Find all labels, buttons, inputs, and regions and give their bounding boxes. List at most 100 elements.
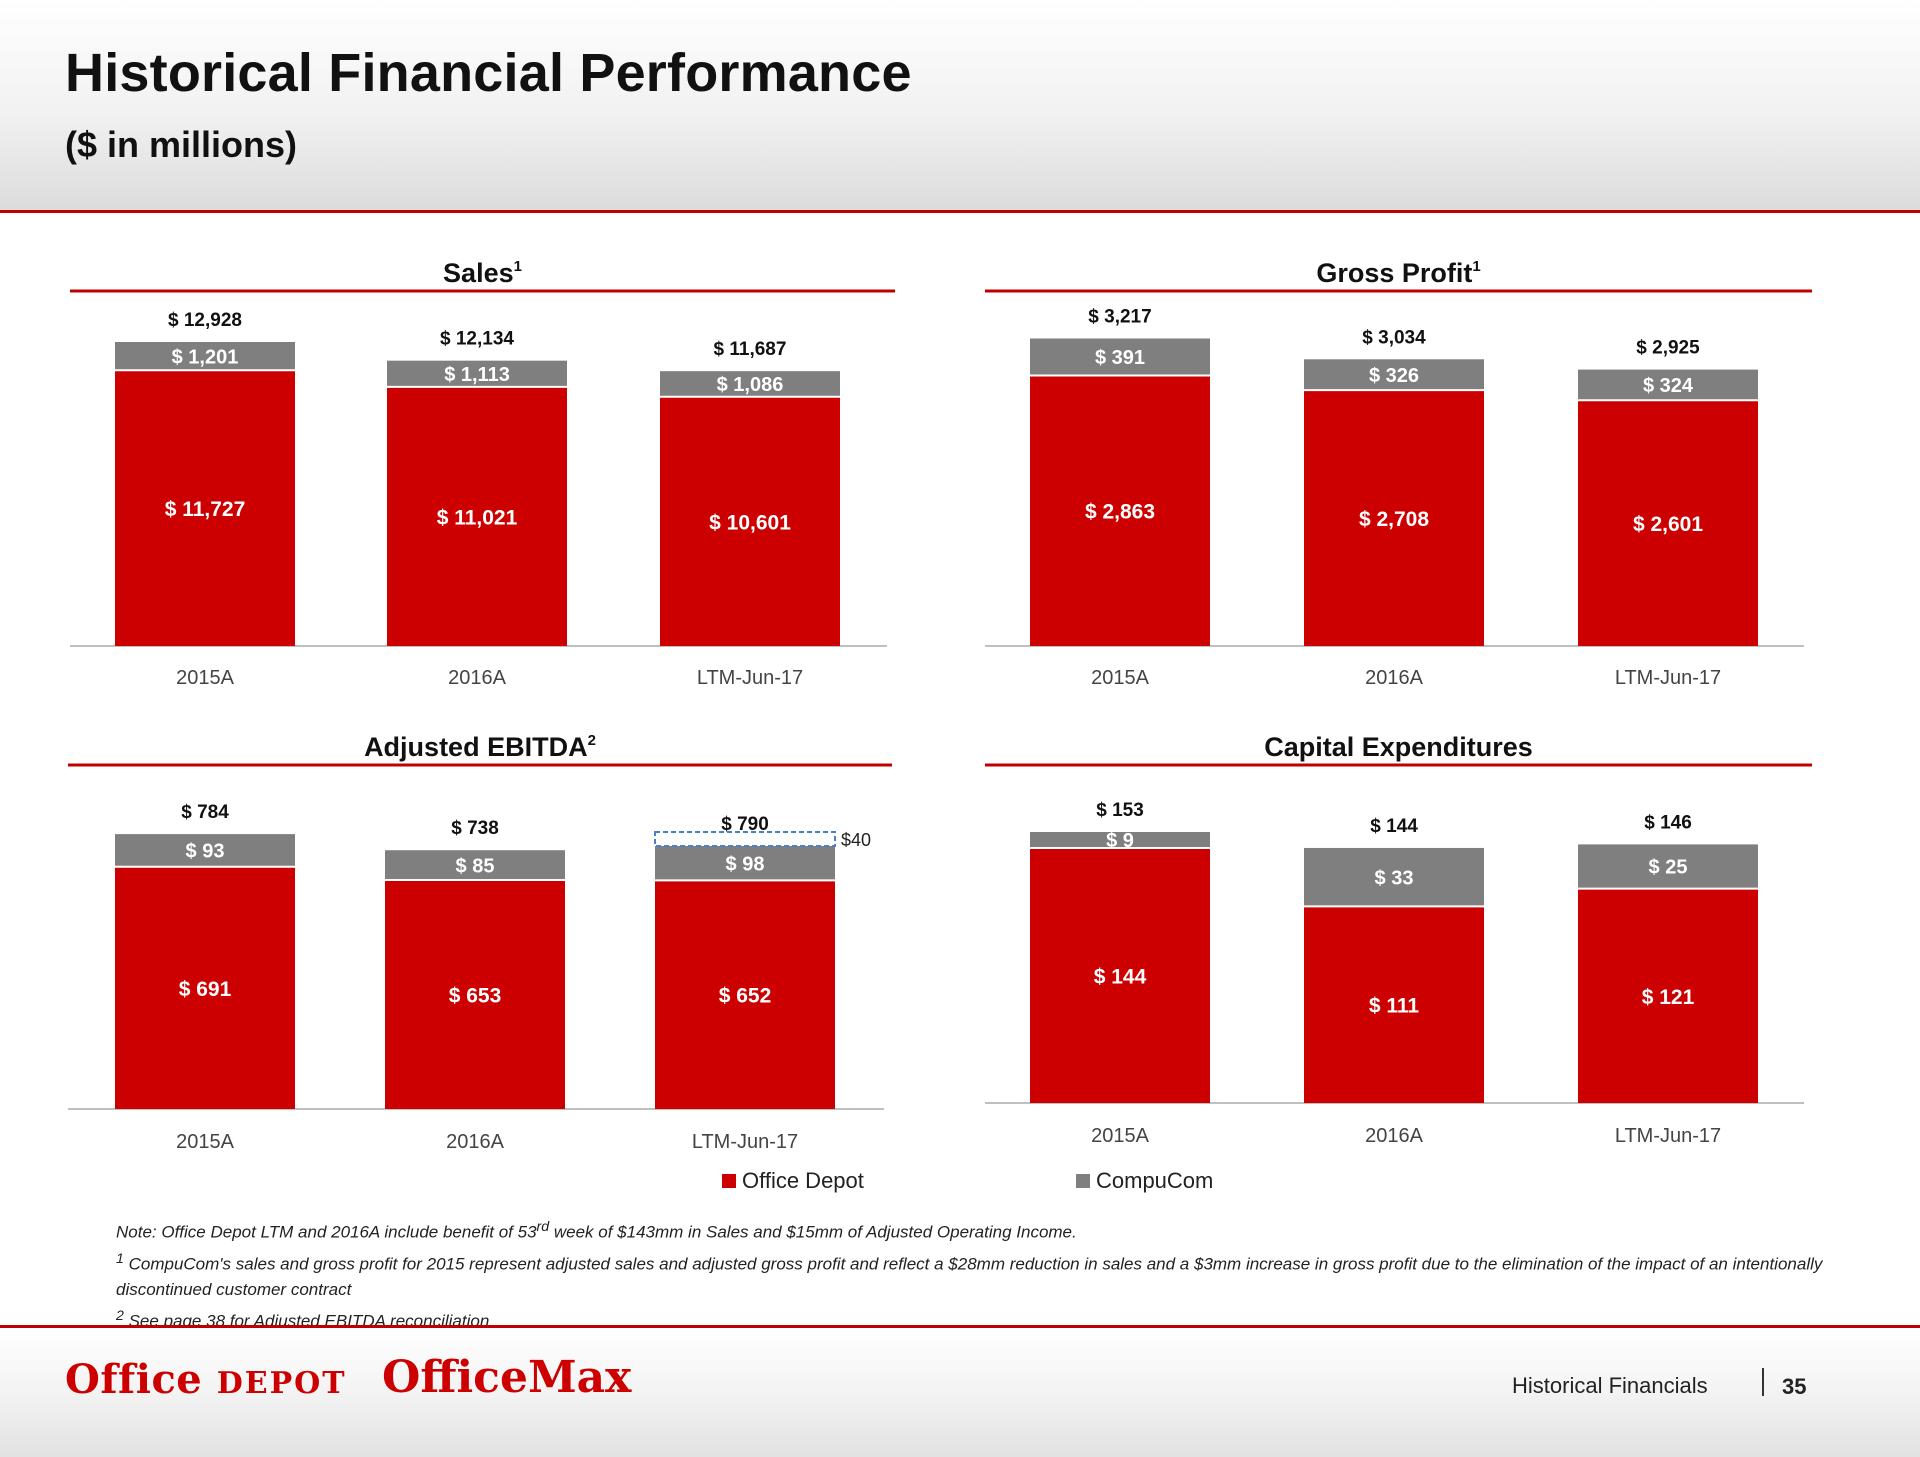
x-tick-label: 2015A — [1091, 667, 1149, 689]
data-label-total: $ 146 — [1644, 812, 1692, 833]
bar-compucom — [1304, 847, 1484, 907]
bar-compucom — [1578, 369, 1758, 401]
x-tick-label: 2016A — [448, 667, 506, 689]
x-tick-label: LTM-Jun-17 — [692, 1131, 798, 1153]
bar-office-depot — [1030, 375, 1210, 646]
page-subtitle: ($ in millions) — [65, 124, 298, 165]
data-label-office-depot: $ 11,727 — [165, 498, 246, 521]
annotation-box — [654, 831, 836, 848]
bar-office-depot — [655, 880, 835, 1109]
footnote-1-mark: 1 — [116, 1250, 124, 1267]
bar-compucom — [387, 360, 567, 387]
x-tick-label: LTM-Jun-17 — [1615, 1125, 1721, 1147]
legend-swatch-compucom — [1076, 1174, 1090, 1188]
x-tick-label: 2015A — [1091, 1125, 1149, 1147]
data-label-compucom: $ 391 — [1095, 347, 1145, 369]
data-label-office-depot: $ 10,601 — [709, 511, 791, 534]
bar-compucom — [1030, 832, 1210, 848]
data-label-compucom: $ 93 — [186, 841, 225, 863]
x-tick-label: 2016A — [446, 1131, 504, 1153]
legend-item-office-depot: Office Depot — [722, 1168, 864, 1194]
bar-compucom — [1030, 338, 1210, 376]
data-label-compucom: $ 33 — [1375, 867, 1414, 889]
data-label-office-depot: $ 11,021 — [437, 506, 518, 529]
data-label-total: $ 784 — [181, 802, 229, 823]
slide-header: Historical Financial Performance ($ in m… — [0, 0, 1920, 213]
logo-depot-text: DEPOT — [216, 1366, 347, 1401]
footnote-1: 1 CompuCom's sales and gross profit for … — [116, 1246, 1876, 1304]
bar-office-depot — [1304, 390, 1484, 646]
data-label-office-depot: $ 111 — [1369, 995, 1420, 1018]
bar-office-depot — [1578, 888, 1758, 1103]
data-label-total: $ 12,134 — [440, 329, 514, 350]
data-label-office-depot: $ 653 — [449, 985, 502, 1008]
x-tick-label: 2016A — [1365, 667, 1423, 689]
footnote-2-mark: 2 — [116, 1308, 124, 1325]
note-text-b: week of $143mm in Sales and $15mm of Adj… — [549, 1222, 1077, 1242]
data-label-total: $ 144 — [1370, 816, 1418, 837]
bar-office-depot — [1304, 906, 1484, 1103]
data-label-total: $ 3,217 — [1088, 307, 1151, 328]
data-label-compucom: $ 1,201 — [172, 346, 239, 368]
data-label-office-depot: $ 652 — [719, 985, 772, 1008]
slide-footer: Office DEPOT OfficeMax Historical Financ… — [0, 1325, 1920, 1457]
data-label-office-depot: $ 2,863 — [1085, 501, 1155, 524]
bar-compucom — [115, 342, 295, 371]
data-label-total: $ 2,925 — [1636, 338, 1700, 359]
bar-office-depot — [115, 370, 295, 646]
data-label-total: $ 3,034 — [1362, 327, 1426, 348]
data-label-office-depot: $ 144 — [1094, 965, 1147, 988]
bar-office-depot — [387, 386, 567, 646]
x-tick-label: 2015A — [176, 667, 234, 689]
data-label-compucom: $ 25 — [1649, 857, 1688, 879]
annotation-label: $40 — [841, 830, 871, 850]
chart-title: Capital Expenditures — [1264, 732, 1533, 762]
data-label-office-depot: $ 691 — [179, 978, 232, 1001]
bar-office-depot — [1030, 847, 1210, 1103]
note-line: Note: Office Depot LTM and 2016A include… — [116, 1214, 1876, 1246]
data-label-total: $ 738 — [451, 818, 499, 839]
data-label-compucom: $ 326 — [1369, 365, 1419, 387]
footer-section-label: Historical Financials — [1512, 1373, 1708, 1398]
bar-compucom — [1304, 359, 1484, 391]
x-tick-label: 2016A — [1365, 1125, 1423, 1147]
x-tick-label: LTM-Jun-17 — [697, 667, 803, 689]
data-label-compucom: $ 1,086 — [717, 374, 784, 396]
bar-compucom — [115, 834, 295, 867]
legend-label-office-depot: Office Depot — [742, 1168, 864, 1193]
bar-office-depot — [660, 396, 840, 646]
footer-divider — [1762, 1368, 1764, 1396]
footnotes: Note: Office Depot LTM and 2016A include… — [116, 1214, 1876, 1335]
office-depot-logo: Office DEPOT — [65, 1356, 347, 1403]
officemax-logo: OfficeMax — [382, 1352, 632, 1403]
data-label-office-depot: $ 2,601 — [1633, 513, 1703, 536]
bar-compucom — [385, 850, 565, 881]
page-number: 35 — [1782, 1374, 1807, 1399]
chart-title: Sales1 — [443, 258, 522, 288]
data-label-total: $ 11,687 — [714, 339, 787, 360]
legend-swatch-office-depot — [722, 1174, 736, 1188]
x-tick-label: 2015A — [176, 1131, 234, 1153]
data-label-total: $ 153 — [1096, 800, 1144, 821]
data-label-office-depot: $ 121 — [1642, 986, 1695, 1009]
data-label-compucom: $ 85 — [456, 855, 495, 877]
bar-office-depot — [385, 880, 565, 1109]
bar-office-depot — [1578, 400, 1758, 646]
chart-title: Adjusted EBITDA2 — [364, 732, 596, 762]
note-text-a: Office Depot LTM and 2016A include benef… — [161, 1222, 537, 1242]
data-label-total: $ 12,928 — [168, 310, 242, 331]
footnote-1-text: CompuCom's sales and gross profit for 20… — [116, 1254, 1823, 1300]
bar-office-depot — [115, 866, 295, 1109]
page-title: Historical Financial Performance — [65, 43, 912, 103]
note-superscript: rd — [536, 1219, 550, 1235]
bar-compucom — [655, 846, 835, 881]
data-label-office-depot: $ 2,708 — [1359, 508, 1429, 531]
data-label-compucom: $ 98 — [726, 853, 765, 875]
data-label-compucom: $ 1,113 — [444, 364, 510, 386]
logo-office-text: Office — [65, 1356, 203, 1403]
legend-item-compucom: CompuCom — [1076, 1168, 1213, 1194]
data-label-compucom: $ 9 — [1106, 830, 1134, 852]
note-prefix: Note: — [116, 1222, 162, 1242]
chart-title: Gross Profit1 — [1316, 258, 1480, 288]
